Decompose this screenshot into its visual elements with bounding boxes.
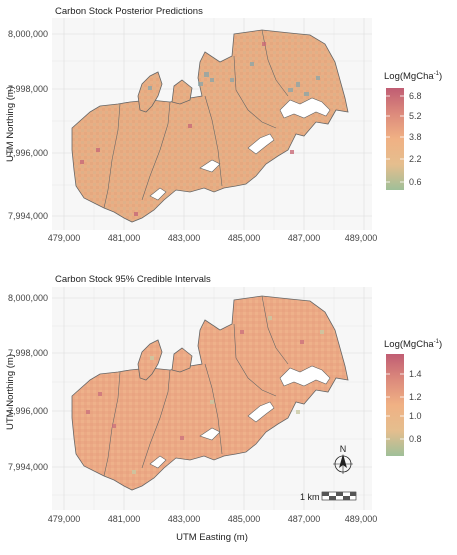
bottom-map-river-3: [199, 427, 221, 441]
top-y-tick-8000000: 8,000,000: [8, 29, 48, 39]
top-map-north-block: [171, 79, 193, 105]
bottom-y-tick-7994000: 7,994,000: [8, 462, 48, 472]
bottom-panel: Carbon Stock 95% Credible Intervals: [5, 274, 442, 543]
top-x-tick-481000: 481,000: [108, 233, 141, 243]
bottom-map-main-region: [71, 295, 349, 491]
top-map-high-value-cells: [80, 42, 294, 216]
top-y-axis-label: UTM Northing (m): [5, 86, 16, 162]
top-x-tick-487000: 487,000: [288, 233, 321, 243]
bottom-y-axis-label: UTM Northing (m): [5, 354, 16, 430]
top-y-tick-7998000: 7,998,000: [8, 84, 48, 94]
top-panel: Carbon Stock Posterior Predictions: [5, 6, 442, 243]
top-legend-tick-6.8: 6.8: [409, 91, 422, 101]
bottom-x-tick-485000: 485,000: [228, 514, 261, 524]
top-legend-colorbar: [386, 88, 404, 190]
top-map-northwest-lobe: [137, 71, 163, 113]
top-legend-tick-2.2: 2.2: [409, 154, 422, 164]
top-legend-tick-0.6: 0.6: [409, 177, 422, 187]
bottom-map-river-2: [247, 401, 275, 423]
bottom-legend-tick-1.0: 1.0: [409, 411, 422, 421]
top-y-tick-7996000: 7,996,000: [8, 148, 48, 158]
bottom-legend-tick-0.8: 0.8: [409, 434, 422, 444]
top-x-tick-483000: 483,000: [168, 233, 201, 243]
top-legend-title: Log(MgCha-1): [384, 71, 442, 82]
bottom-y-tick-7996000: 7,996,000: [8, 406, 48, 416]
top-legend-tick-3.8: 3.8: [409, 132, 422, 142]
bottom-panel-title: Carbon Stock 95% Credible Intervals: [55, 274, 211, 285]
bottom-x-tick-481000: 481,000: [108, 514, 141, 524]
bottom-map: [71, 295, 349, 491]
bottom-y-tick-8000000: 8,000,000: [8, 293, 48, 303]
bottom-x-tick-489000: 489,000: [345, 514, 378, 524]
bottom-legend-tick-1.2: 1.2: [409, 392, 422, 402]
top-map-main-region: [71, 29, 349, 223]
bottom-map-internal-boundaries: [103, 295, 289, 477]
bottom-x-tick-483000: 483,000: [168, 514, 201, 524]
north-arrow-icon: N: [333, 444, 353, 474]
top-x-tick-485000: 485,000: [228, 233, 261, 243]
bottom-legend-colorbar: [386, 354, 404, 456]
top-map-river-2: [247, 133, 275, 155]
top-panel-title: Carbon Stock Posterior Predictions: [55, 6, 203, 17]
top-map-river-1: [279, 97, 331, 119]
scale-bar: 1 km: [300, 491, 357, 502]
bottom-x-tick-479000: 479,000: [48, 514, 81, 524]
bottom-x-tick-487000: 487,000: [288, 514, 321, 524]
top-map-river-3: [199, 159, 221, 173]
bottom-map-north-block: [171, 347, 193, 373]
top-legend: Log(MgCha-1) 6.8 5.2 3.8 2.2 0.6: [384, 71, 442, 190]
top-map: [71, 29, 349, 223]
scale-bar-label: 1 km: [300, 492, 320, 502]
top-legend-tick-5.2: 5.2: [409, 111, 422, 121]
x-axis-label: UTM Easting (m): [176, 532, 248, 543]
bottom-legend: Log(MgCha-1) 1.4 1.2 1.0 0.8: [384, 339, 442, 456]
bottom-map-low-interval-cells: [132, 316, 324, 474]
bottom-y-axis: 8,000,000 7,998,000 7,996,000 7,994,000: [8, 293, 48, 472]
bottom-map-high-interval-cells: [86, 330, 304, 440]
top-map-low-value-cells: [148, 62, 320, 96]
bottom-map-river-4: [149, 455, 167, 469]
top-x-axis: 479,000 481,000 483,000 485,000 487,000 …: [48, 233, 378, 243]
bottom-y-tick-7998000: 7,998,000: [8, 348, 48, 358]
top-y-axis: 8,000,000 7,998,000 7,996,000 7,994,000: [8, 29, 48, 221]
top-x-tick-489000: 489,000: [345, 233, 378, 243]
bottom-legend-title: Log(MgCha-1): [384, 339, 442, 350]
bottom-x-axis: 479,000 481,000 483,000 485,000 487,000 …: [48, 514, 378, 524]
top-x-tick-479000: 479,000: [48, 233, 81, 243]
top-y-tick-7994000: 7,994,000: [8, 211, 48, 221]
north-arrow-label: N: [340, 444, 347, 454]
bottom-map-river-1: [279, 365, 331, 387]
top-map-river-4: [149, 187, 167, 201]
bottom-legend-tick-1.4: 1.4: [409, 369, 422, 379]
